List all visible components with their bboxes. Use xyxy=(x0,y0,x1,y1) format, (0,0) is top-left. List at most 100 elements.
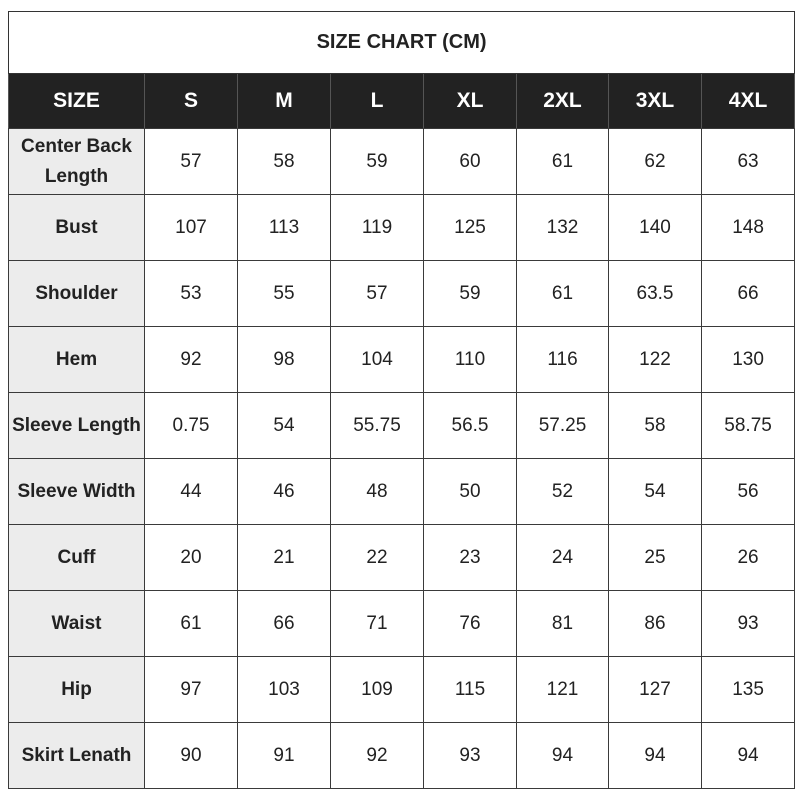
table-cell: 148 xyxy=(700,194,796,261)
table-cell: 53 xyxy=(144,260,238,327)
table-row: Sleeve Width 44 46 48 50 52 54 56 xyxy=(8,458,796,525)
header-size-s: S xyxy=(144,73,238,129)
table-cell: 50 xyxy=(423,458,517,525)
table-cell: 66 xyxy=(700,260,796,327)
table-cell: 121 xyxy=(516,656,609,723)
table-cell: 130 xyxy=(700,326,796,393)
table-cell: 60 xyxy=(423,128,517,195)
table-row: Bust 107 113 119 125 132 140 148 xyxy=(8,194,796,261)
table-cell: 140 xyxy=(608,194,702,261)
table-row: Skirt Lenath 90 91 92 93 94 94 94 xyxy=(8,722,796,789)
table-row: Hem 92 98 104 110 116 122 130 xyxy=(8,326,796,393)
table-cell: 52 xyxy=(516,458,609,525)
table-cell: 57 xyxy=(330,260,424,327)
table-cell: 54 xyxy=(608,458,702,525)
header-row: SIZE S M L XL 2XL 3XL 4XL xyxy=(8,73,796,129)
table-cell: 57 xyxy=(144,128,238,195)
table-cell: 66 xyxy=(237,590,331,657)
table-row: Cuff 20 21 22 23 24 25 26 xyxy=(8,524,796,591)
table-cell: 81 xyxy=(516,590,609,657)
row-label: Shoulder xyxy=(8,260,145,327)
table-cell: 23 xyxy=(423,524,517,591)
header-size-label: SIZE xyxy=(8,73,145,129)
row-label: Skirt Lenath xyxy=(8,722,145,789)
table-cell: 127 xyxy=(608,656,702,723)
table-row: Hip 97 103 109 115 121 127 135 xyxy=(8,656,796,723)
table-row: Waist 61 66 71 76 81 86 93 xyxy=(8,590,796,657)
table-cell: 103 xyxy=(237,656,331,723)
table-cell: 132 xyxy=(516,194,609,261)
table-cell: 59 xyxy=(423,260,517,327)
table-cell: 46 xyxy=(237,458,331,525)
table-cell: 58.75 xyxy=(700,392,796,459)
table-cell: 125 xyxy=(423,194,517,261)
table-cell: 122 xyxy=(608,326,702,393)
table-cell: 91 xyxy=(237,722,331,789)
header-size-xl: XL xyxy=(423,73,517,129)
table-cell: 26 xyxy=(700,524,796,591)
table-cell: 93 xyxy=(423,722,517,789)
table-cell: 98 xyxy=(237,326,331,393)
table-cell: 56 xyxy=(700,458,796,525)
table-cell: 86 xyxy=(608,590,702,657)
row-label: Bust xyxy=(8,194,145,261)
table-cell: 58 xyxy=(608,392,702,459)
row-label: Cuff xyxy=(8,524,145,591)
table-cell: 109 xyxy=(330,656,424,723)
table-cell: 61 xyxy=(516,260,609,327)
table-cell: 116 xyxy=(516,326,609,393)
table-cell: 92 xyxy=(144,326,238,393)
table-cell: 25 xyxy=(608,524,702,591)
table-cell: 107 xyxy=(144,194,238,261)
row-label: Waist xyxy=(8,590,145,657)
table-cell: 92 xyxy=(330,722,424,789)
header-size-m: M xyxy=(237,73,331,129)
table-cell: 22 xyxy=(330,524,424,591)
table-cell: 94 xyxy=(608,722,702,789)
table-cell: 55 xyxy=(237,260,331,327)
table-cell: 110 xyxy=(423,326,517,393)
table-cell: 93 xyxy=(700,590,796,657)
row-label: Sleeve Width xyxy=(8,458,145,525)
table-cell: 63 xyxy=(700,128,796,195)
header-size-4xl: 4XL xyxy=(700,73,796,129)
table-cell: 20 xyxy=(144,524,238,591)
table-cell: 104 xyxy=(330,326,424,393)
header-size-l: L xyxy=(330,73,424,129)
table-row: Center Back Length 57 58 59 60 61 62 63 xyxy=(8,128,796,195)
table-cell: 58 xyxy=(237,128,331,195)
table-cell: 113 xyxy=(237,194,331,261)
row-label: Hip xyxy=(8,656,145,723)
table-row: Sleeve Length 0.75 54 55.75 56.5 57.25 58 58.75 xyxy=(8,392,796,459)
table-cell: 135 xyxy=(700,656,796,723)
table-cell: 94 xyxy=(516,722,609,789)
row-label: Center Back Length xyxy=(8,128,145,195)
table-cell: 94 xyxy=(700,722,796,789)
table-cell: 57.25 xyxy=(516,392,609,459)
table-cell: 55.75 xyxy=(330,392,424,459)
row-label: Sleeve Length xyxy=(8,392,145,459)
table-cell: 71 xyxy=(330,590,424,657)
table-cell: 119 xyxy=(330,194,424,261)
table-cell: 21 xyxy=(237,524,331,591)
table-cell: 61 xyxy=(516,128,609,195)
table-cell: 90 xyxy=(144,722,238,789)
table-cell: 44 xyxy=(144,458,238,525)
table-cell: 62 xyxy=(608,128,702,195)
chart-title: SIZE CHART (CM) xyxy=(7,11,796,74)
header-size-3xl: 3XL xyxy=(608,73,702,129)
table-cell: 61 xyxy=(144,590,238,657)
table-cell: 56.5 xyxy=(423,392,517,459)
row-label: Hem xyxy=(8,326,145,393)
table-cell: 115 xyxy=(423,656,517,723)
table-cell: 76 xyxy=(423,590,517,657)
table-cell: 0.75 xyxy=(144,392,238,459)
size-chart-table: SIZE CHART (CM) SIZE S M L XL 2XL 3XL 4XL Cente… xyxy=(7,11,796,789)
table-row: Shoulder 53 55 57 59 61 63.5 66 xyxy=(8,260,796,327)
header-size-2xl: 2XL xyxy=(516,73,609,129)
table-cell: 59 xyxy=(330,128,424,195)
table-cell: 24 xyxy=(516,524,609,591)
table-cell: 54 xyxy=(237,392,331,459)
table-cell: 97 xyxy=(144,656,238,723)
table-cell: 63.5 xyxy=(608,260,702,327)
